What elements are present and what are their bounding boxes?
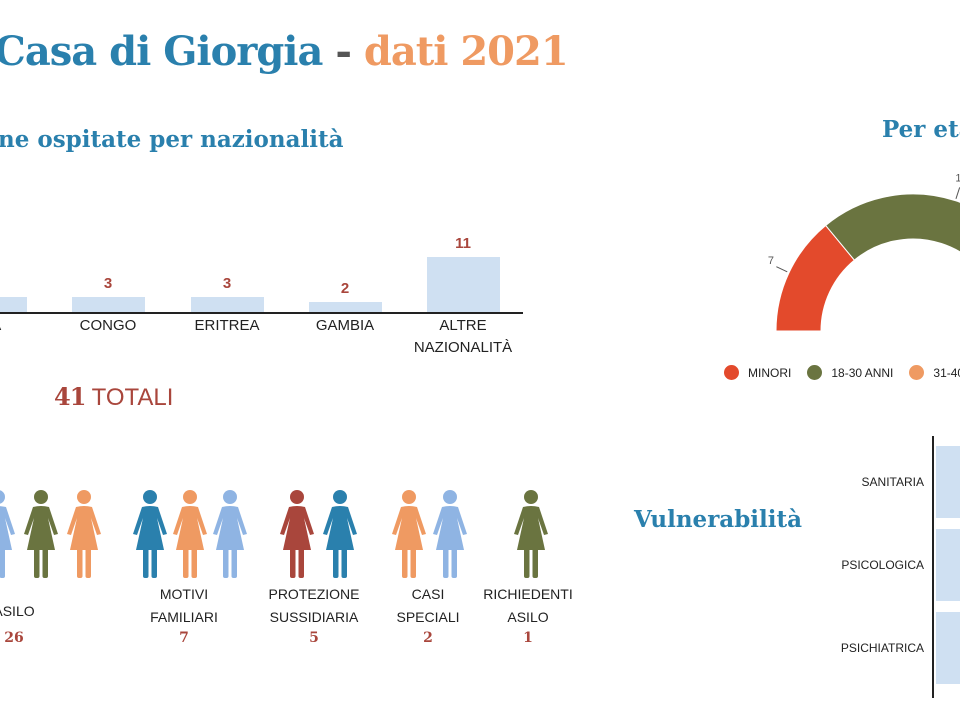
status-count: 7 [179,630,189,646]
age-legend-swatch [807,365,823,380]
status-count: 26 [4,630,24,646]
total-count: 41 TOTALI [54,382,173,412]
nationality-tick-label: GAMBIA [315,317,375,334]
age-legend: MINORI 18-30 ANNI 31-40 [724,365,960,380]
person-icon [213,490,247,578]
nationality-bar [190,297,264,312]
age-donut-chart: 7 16 [768,173,960,332]
total-label: TOTALI [85,384,174,411]
person-icon [67,490,101,578]
status-label: ASILO [0,603,35,619]
nationality-axis-line [0,312,523,314]
vulnerability-category-label: SANITARIA [861,475,924,489]
person-icon [0,490,15,578]
person-icon [173,490,207,578]
status-figure [0,488,18,585]
age-slice-leader [955,187,960,199]
age-legend-item: 18-30 ANNI [807,365,893,380]
title-main: Casa di Giorgia [0,28,323,75]
nationality-bar [426,257,500,312]
status-figure [21,488,61,585]
person-icon [514,490,548,578]
title-year: dati 2021 [363,28,569,75]
nationality-bar [0,297,27,312]
nationality-chart-title: ne ospitate per nazionalità [0,126,344,153]
age-legend-item: 31-40 [909,365,960,380]
page-title: Casa di Giorgia - dati 2021 [0,28,569,75]
total-number: 41 [54,382,86,411]
age-slice-leader [776,266,788,273]
person-icon [133,490,167,578]
status-count: 2 [423,630,433,646]
nationality-bar [71,297,145,312]
vulnerability-bar [936,446,960,518]
age-slice-label: 7 [768,255,774,267]
status-label: PROTEZIONE SUSSIDIARIA [268,586,360,625]
nationality-tick-label: CONGO [79,317,137,334]
nationality-tick-label: LIA [0,315,50,337]
status-figure [210,488,250,585]
vulnerability-category-label: PSICOLOGICA [841,558,924,572]
nationality-value-label: 3 [103,275,113,292]
title-separator: - [322,28,364,75]
age-slice-label: 16 [955,173,960,185]
nationality-tick-label: ERITREA [194,317,260,334]
person-icon [24,490,58,578]
vulnerability-bar-chart: SANITARIA PSICOLOGICA PSICHIATRICA [820,436,960,698]
age-legend-label: MINORI [748,365,792,380]
age-legend-swatch [909,365,925,380]
status-figure [64,488,104,585]
person-icon [433,490,467,578]
age-legend-swatch [724,365,739,380]
vulnerability-chart-title: Vulnerabilità [634,506,803,533]
nationality-value-label: 11 [455,235,471,252]
status-figure [430,488,470,585]
age-legend-label: 18-30 ANNI [831,365,894,380]
status-figure [130,488,170,585]
person-icon [323,490,357,578]
status-figure [511,488,551,585]
vulnerability-category-label: PSICHIATRICA [840,641,924,655]
status-count: 5 [309,630,319,646]
age-legend-item: MINORI [724,365,791,380]
person-icon [392,490,426,578]
age-slice [824,193,960,261]
nationality-value-label: 3 [222,275,232,292]
status-figure [277,488,317,585]
vulnerability-bar [936,612,960,684]
status-count: 1 [523,630,533,646]
status-label: MOTIVI FAMILIARI [150,586,218,625]
vulnerability-axis-line [932,436,934,698]
status-label: CASI SPECIALI [396,586,460,625]
age-chart-title: Per età [882,116,960,143]
nationality-value-label: 2 [340,280,350,297]
nationality-bar [308,302,382,312]
age-legend-label: 31-40 [933,365,960,380]
status-figure [170,488,210,585]
nationality-bar-chart: LIA 3 CONGO 3 ERITREA 2 GAMBIA 11 ALTRENAZIONALI… [0,230,530,370]
person-icon [280,490,314,578]
status-figure [320,488,360,585]
vulnerability-bar [936,529,960,601]
nationality-tick-label: ALTRE NAZIONALITÀ [413,317,513,356]
status-label: RICHIEDENTI ASILO [483,586,573,625]
status-figure [389,488,429,585]
